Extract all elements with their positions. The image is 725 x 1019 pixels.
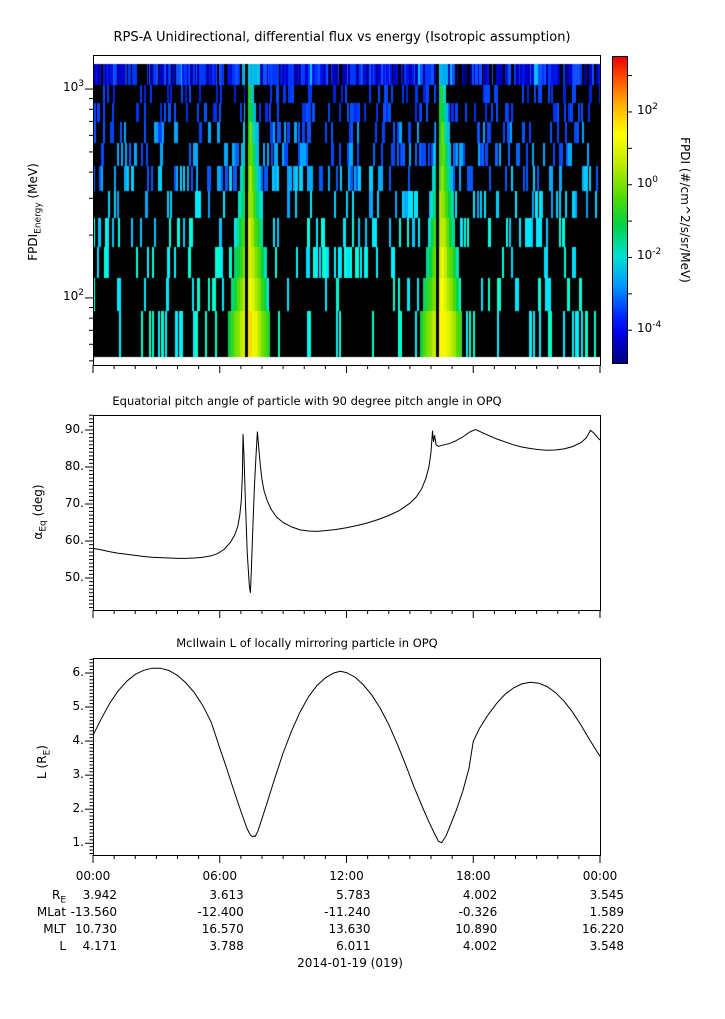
panel3-y-tick-label: 6.: [72, 664, 84, 679]
x-axis-time-label: 12:00: [329, 869, 364, 883]
panel2-title: Equatorial pitch angle of particle with …: [112, 394, 502, 408]
panel3-y-tick-label: 1.: [72, 835, 84, 850]
mcilwain-L-curve: [92, 667, 601, 844]
table-value: 3.548: [589, 939, 624, 953]
colorbar-gradient: [612, 56, 628, 364]
pitch-angle-curve: [92, 429, 601, 593]
table-row-label: MLT: [43, 922, 66, 936]
table-value: 1.589: [589, 905, 624, 919]
panel1-y-tick-label: 102: [62, 287, 84, 303]
panel1-frame: [93, 55, 601, 366]
table-value: 10.890: [455, 922, 498, 936]
table-value: -0.326: [458, 905, 498, 919]
table-value: 3.788: [209, 939, 244, 953]
table-value: -13.560: [70, 905, 117, 919]
x-axis-time-label: 00:00: [75, 869, 111, 883]
panel3-y-tick-label: 5.: [72, 699, 84, 714]
colorbar-tick-label: 10-4: [637, 320, 662, 336]
table-value: 3.613: [209, 888, 244, 902]
table-value: 16.220: [582, 922, 624, 936]
panel1-y-tick-label: 103: [62, 79, 84, 95]
panel3-y-tick-label: 3.: [72, 767, 84, 782]
spectrogram-heatmap: [93, 55, 600, 365]
table-row-label: L: [59, 939, 66, 953]
table-value: 4.002: [462, 939, 498, 953]
panel2-y-tick-label: 50.: [64, 569, 84, 584]
table-value: 10.730: [75, 922, 117, 936]
table-value: 4.002: [462, 888, 498, 902]
table-row-label: MLat: [36, 905, 66, 919]
panel3-frame: [93, 658, 601, 856]
colorbar-tick-label: 100: [637, 174, 659, 190]
date-label: 2014-01-19 (019): [297, 956, 403, 970]
panel3-title: McIlwain L of locally mirroring particle…: [176, 636, 438, 650]
table-value: 5.783: [336, 888, 371, 902]
panel3-y-axis-label: L (RE): [35, 745, 53, 779]
table-value: 13.630: [328, 922, 371, 936]
x-axis-time-label: 18:00: [455, 869, 491, 883]
panel2-frame: [93, 415, 601, 611]
colorbar-tick-label: 102: [637, 101, 659, 117]
panel2-y-tick-label: 60.: [64, 532, 84, 547]
panel3-y-tick-label: 4.: [72, 733, 84, 748]
table-value: 3.942: [82, 888, 117, 902]
panel2-y-tick-label: 90.: [64, 421, 84, 436]
colorbar-label: FPDI (#/cm^2/s/sr/MeV): [677, 137, 692, 283]
table-value: -11.240: [324, 905, 371, 919]
panel2-y-axis-label: αEq (deg): [31, 484, 49, 540]
table-row-label: RE: [51, 888, 66, 906]
panel1-y-axis-label: FPDIEnergy (MeV): [26, 163, 44, 261]
colorbar-tick-label: 10-2: [637, 247, 662, 263]
x-axis-time-label: 06:00: [202, 869, 238, 883]
panel2-y-tick-label: 70.: [64, 495, 84, 510]
table-value: 6.011: [336, 939, 371, 953]
x-axis-time-label: 00:00: [582, 869, 618, 883]
table-value: 3.545: [589, 888, 624, 902]
panel3-y-tick-label: 2.: [72, 801, 84, 816]
table-value: -12.400: [197, 905, 244, 919]
panel2-y-tick-label: 80.: [64, 458, 84, 473]
panel1-title: RPS-A Unidirectional, differential flux …: [113, 30, 571, 45]
table-value: 4.171: [82, 939, 117, 953]
table-value: 16.570: [201, 922, 244, 936]
